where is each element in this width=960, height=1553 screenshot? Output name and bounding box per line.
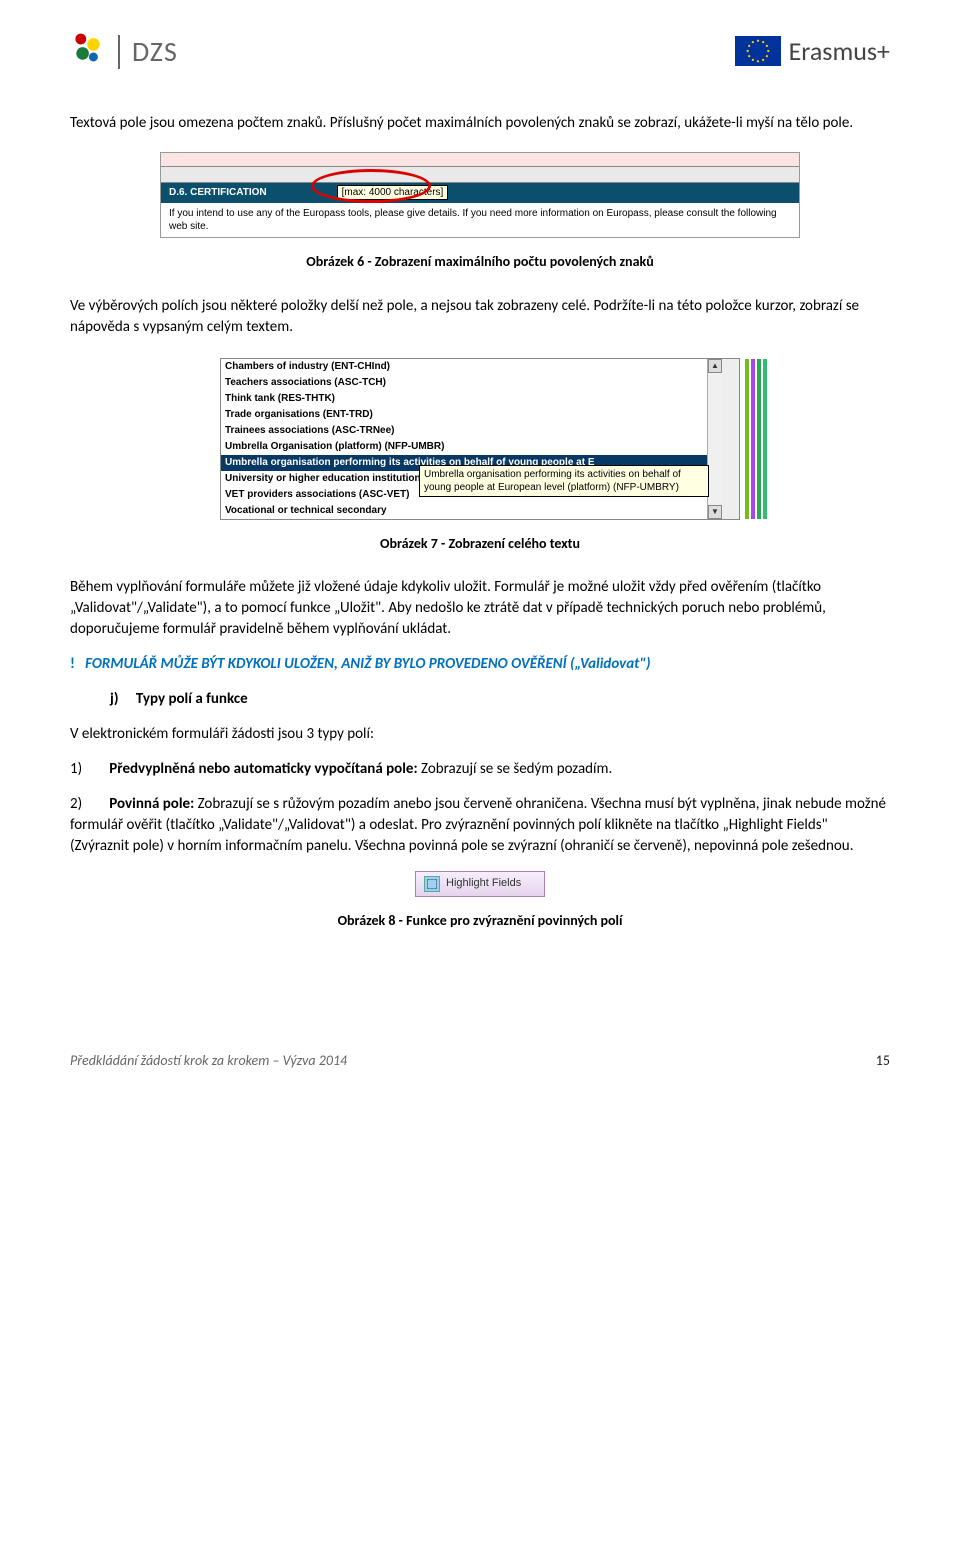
paragraph-intro: Textová pole jsou omezena počtem znaků. …	[70, 113, 890, 134]
section-j-heading: j) Typy polí a funkce	[110, 689, 890, 710]
erasmus-label: Erasmus+	[789, 35, 890, 67]
fig1-tooltip: [max: 4000 characters]	[337, 185, 449, 200]
fig1-grey-row	[161, 167, 799, 183]
paragraph-2: Ve výběrových polích jsou některé položk…	[70, 296, 890, 338]
list-item-1: 1) Předvyplněná nebo automaticky vypočít…	[70, 759, 890, 780]
page-header: DZS Erasmus+	[70, 30, 890, 73]
logo-dzs: DZS	[70, 30, 178, 73]
list-item[interactable]: Teachers associations (ASC-TCH)	[221, 375, 723, 391]
list1-num: 1)	[70, 760, 82, 778]
j-letter: j)	[110, 690, 119, 708]
fig2-scrollbar[interactable]: ▲ ▼	[707, 359, 723, 519]
logo-erasmus: Erasmus+	[735, 33, 890, 69]
fig1-pink-row	[161, 153, 799, 167]
list-item[interactable]: Trade organisations (ENT-TRD)	[221, 407, 723, 423]
fig1-description: If you intend to use any of the Europass…	[161, 203, 799, 237]
figure-7-caption: Obrázek 7 - Zobrazení celého textu	[70, 534, 890, 554]
figure-6-caption: Obrázek 6 - Zobrazení maximálního počtu …	[70, 252, 890, 272]
fig1-section-bar: D.6. CERTIFICATION [max: 4000 characters…	[161, 183, 799, 203]
footer-left: Předkládání žádostí krok za krokem – Výz…	[70, 1051, 347, 1071]
figure-8-caption: Obrázek 8 - Funkce pro zvýraznění povinn…	[70, 911, 890, 931]
logo-erasmus-text: Erasmus+	[789, 33, 890, 69]
figure-8-button[interactable]: Highlight Fields	[415, 871, 545, 897]
figure-6-screenshot: D.6. CERTIFICATION [max: 4000 characters…	[160, 152, 800, 238]
fig1-tooltip-wrap: [max: 4000 characters]	[337, 186, 449, 200]
paragraph-j-intro: V elektronickém formuláři žádosti jsou 3…	[70, 724, 890, 745]
scroll-down-icon[interactable]: ▼	[708, 505, 722, 519]
list2-num: 2)	[70, 795, 82, 813]
logo-separator	[118, 35, 120, 69]
list-item-2: 2) Povinná pole: Zobrazují se s růžovým …	[70, 794, 890, 857]
footer-page: 15	[876, 1051, 890, 1071]
list-item[interactable]: Think tank (RES-THTK)	[221, 391, 723, 407]
dzs-icon	[70, 30, 106, 73]
list-item[interactable]: Chambers of industry (ENT-CHInd)	[221, 359, 723, 375]
list2-bold: Povinná pole:	[109, 795, 194, 813]
blue-highlight-line: ! FORMULÁŘ MŮŽE BÝT KDYKOLI ULOŽEN, ANIŽ…	[70, 654, 890, 675]
fig2-color-bars	[745, 359, 767, 519]
eu-flag-icon	[735, 36, 781, 66]
paragraph-3: Během vyplňování formuláře můžete již vl…	[70, 577, 890, 640]
logo-dzs-text: DZS	[132, 32, 178, 71]
figure-7-screenshot: Chambers of industry (ENT-CHInd) Teacher…	[220, 358, 740, 520]
list-item[interactable]: Trainees associations (ASC-TRNee)	[221, 423, 723, 439]
list1-rest: Zobrazují se se šedým pozadím.	[418, 760, 613, 778]
scroll-up-icon[interactable]: ▲	[708, 359, 722, 373]
fig2-tooltip: Umbrella organisation performing its act…	[419, 465, 709, 497]
list-item[interactable]: Vocational or technical secondary	[221, 503, 723, 519]
j-title: Typy polí a funkce	[136, 690, 248, 708]
page-footer: Předkládání žádostí krok za krokem – Výz…	[70, 1051, 890, 1071]
highlight-fields-label: Highlight Fields	[446, 876, 521, 891]
list-item[interactable]: Umbrella Organisation (platform) (NFP-UM…	[221, 439, 723, 455]
exclaim-icon: !	[70, 655, 75, 673]
fig1-section-label: D.6. CERTIFICATION	[169, 186, 267, 200]
highlight-fields-icon	[424, 876, 440, 892]
blue-text: FORMULÁŘ MŮŽE BÝT KDYKOLI ULOŽEN, ANIŽ B…	[85, 655, 651, 673]
list1-bold: Předvyplněná nebo automaticky vypočítaná…	[109, 760, 417, 778]
